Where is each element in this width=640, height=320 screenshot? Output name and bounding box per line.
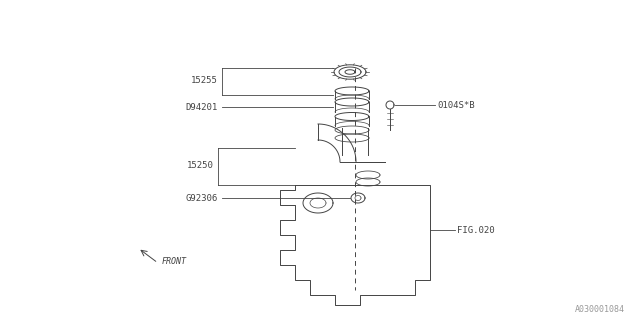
- Text: D94201: D94201: [186, 102, 218, 111]
- Text: G92306: G92306: [186, 194, 218, 203]
- Text: FRONT: FRONT: [162, 257, 187, 266]
- Text: FIG.020: FIG.020: [457, 226, 495, 235]
- Text: 0104S*B: 0104S*B: [437, 100, 475, 109]
- Text: A030001084: A030001084: [575, 305, 625, 314]
- Text: 15255: 15255: [191, 76, 218, 84]
- Text: 15250: 15250: [187, 161, 214, 170]
